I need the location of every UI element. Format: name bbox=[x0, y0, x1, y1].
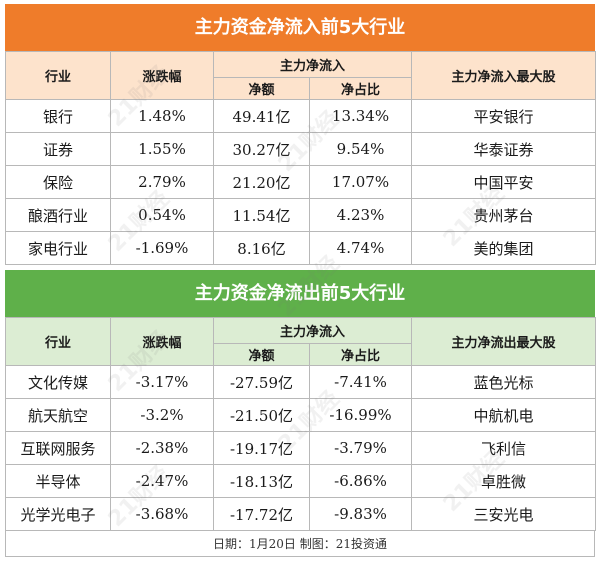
net-ratio-cell: 4.23% bbox=[308, 198, 413, 232]
industry-cell: 银行 bbox=[5, 99, 111, 133]
column-header-net-inflow-group: 主力净流入 bbox=[212, 317, 413, 344]
column-header-net-inflow-group: 主力净流入 bbox=[212, 51, 413, 78]
table-row: 互联网服务 -2.38% -19.17亿 -3.79% 飞利信 bbox=[5, 431, 597, 465]
net-ratio-cell: -6.86% bbox=[308, 464, 413, 498]
net-amount-cell: -18.13亿 bbox=[213, 464, 310, 498]
change-cell: -1.69% bbox=[110, 231, 214, 265]
top-stock-cell: 蓝色光标 bbox=[411, 365, 597, 399]
change-cell: -3.17% bbox=[110, 365, 214, 399]
change-cell: 2.79% bbox=[110, 165, 214, 199]
net-ratio-cell: 9.54% bbox=[308, 132, 413, 166]
net-ratio-cell: -9.83% bbox=[308, 497, 413, 531]
net-ratio-cell: 17.07% bbox=[308, 165, 413, 199]
column-header-top-stock: 主力净流出最大股 bbox=[411, 317, 597, 366]
table-row: 保险 2.79% 21.20亿 17.07% 中国平安 bbox=[5, 165, 597, 199]
table-row: 光学光电子 -3.68% -17.72亿 -9.83% 三安光电 bbox=[5, 497, 597, 531]
table-row: 文化传媒 -3.17% -27.59亿 -7.41% 蓝色光标 bbox=[5, 365, 597, 399]
industry-cell: 光学光电子 bbox=[5, 497, 111, 531]
net-ratio-cell: 13.34% bbox=[308, 99, 413, 133]
industry-cell: 半导体 bbox=[5, 464, 111, 498]
top-stock-cell: 美的集团 bbox=[411, 231, 597, 265]
top-stock-cell: 中国平安 bbox=[411, 165, 597, 199]
change-cell: 0.54% bbox=[110, 198, 214, 232]
net-amount-cell: 8.16亿 bbox=[213, 231, 310, 265]
net-ratio-cell: -16.99% bbox=[308, 398, 413, 432]
table-row: 银行 1.48% 49.41亿 13.34% 平安银行 bbox=[5, 99, 597, 133]
net-ratio-cell: -7.41% bbox=[308, 365, 413, 399]
top-stock-cell: 飞利信 bbox=[411, 431, 597, 465]
column-header-change: 涨跌幅 bbox=[110, 51, 214, 100]
column-header-net-ratio: 净占比 bbox=[308, 343, 413, 366]
industry-cell: 证券 bbox=[5, 132, 111, 166]
net-ratio-cell: 4.74% bbox=[308, 231, 413, 265]
outflow-table: 行业 涨跌幅 主力净流入 主力净流出最大股 净额 净占比 文化传媒 -3.17%… bbox=[5, 317, 597, 531]
column-header-net-amount: 净额 bbox=[213, 343, 310, 366]
column-header-top-stock: 主力净流入最大股 bbox=[411, 51, 597, 100]
net-amount-cell: -17.72亿 bbox=[213, 497, 310, 531]
net-amount-cell: -21.50亿 bbox=[213, 398, 310, 432]
net-amount-cell: -19.17亿 bbox=[213, 431, 310, 465]
industry-cell: 航天航空 bbox=[5, 398, 111, 432]
table-row: 家电行业 -1.69% 8.16亿 4.74% 美的集团 bbox=[5, 231, 597, 265]
top-stock-cell: 贵州茅台 bbox=[411, 198, 597, 232]
net-ratio-cell: -3.79% bbox=[308, 431, 413, 465]
change-cell: -3.68% bbox=[110, 497, 214, 531]
top-stock-cell: 中航机电 bbox=[411, 398, 597, 432]
inflow-table: 行业 涨跌幅 主力净流入 主力净流入最大股 净额 净占比 银行 1.48% 49… bbox=[5, 51, 597, 265]
footer-caption: 日期：1月20日 制图：21投资通 bbox=[5, 531, 595, 557]
top-stock-cell: 卓胜微 bbox=[411, 464, 597, 498]
inflow-title: 主力资金净流入前5大行业 bbox=[5, 4, 595, 51]
table-row: 航天航空 -3.2% -21.50亿 -16.99% 中航机电 bbox=[5, 398, 597, 432]
column-header-change: 涨跌幅 bbox=[110, 317, 214, 366]
industry-cell: 酿酒行业 bbox=[5, 198, 111, 232]
column-header-net-ratio: 净占比 bbox=[308, 77, 413, 100]
column-header-industry: 行业 bbox=[5, 51, 111, 100]
top-stock-cell: 三安光电 bbox=[411, 497, 597, 531]
outflow-title: 主力资金净流出前5大行业 bbox=[5, 270, 595, 317]
table-row: 酿酒行业 0.54% 11.54亿 4.23% 贵州茅台 bbox=[5, 198, 597, 232]
industry-cell: 保险 bbox=[5, 165, 111, 199]
industry-flow-report: 主力资金净流入前5大行业 行业 涨跌幅 主力净流入 主力净流入最大股 净额 净占… bbox=[5, 4, 597, 559]
industry-cell: 家电行业 bbox=[5, 231, 111, 265]
top-stock-cell: 华泰证券 bbox=[411, 132, 597, 166]
net-amount-cell: -27.59亿 bbox=[213, 365, 310, 399]
change-cell: -3.2% bbox=[110, 398, 214, 432]
column-header-net-amount: 净额 bbox=[213, 77, 310, 100]
table-row: 半导体 -2.47% -18.13亿 -6.86% 卓胜微 bbox=[5, 464, 597, 498]
change-cell: -2.47% bbox=[110, 464, 214, 498]
net-amount-cell: 49.41亿 bbox=[213, 99, 310, 133]
net-amount-cell: 11.54亿 bbox=[213, 198, 310, 232]
net-amount-cell: 30.27亿 bbox=[213, 132, 310, 166]
industry-cell: 文化传媒 bbox=[5, 365, 111, 399]
table-row: 证券 1.55% 30.27亿 9.54% 华泰证券 bbox=[5, 132, 597, 166]
change-cell: 1.48% bbox=[110, 99, 214, 133]
net-amount-cell: 21.20亿 bbox=[213, 165, 310, 199]
top-stock-cell: 平安银行 bbox=[411, 99, 597, 133]
industry-cell: 互联网服务 bbox=[5, 431, 111, 465]
column-header-industry: 行业 bbox=[5, 317, 111, 366]
change-cell: -2.38% bbox=[110, 431, 214, 465]
change-cell: 1.55% bbox=[110, 132, 214, 166]
